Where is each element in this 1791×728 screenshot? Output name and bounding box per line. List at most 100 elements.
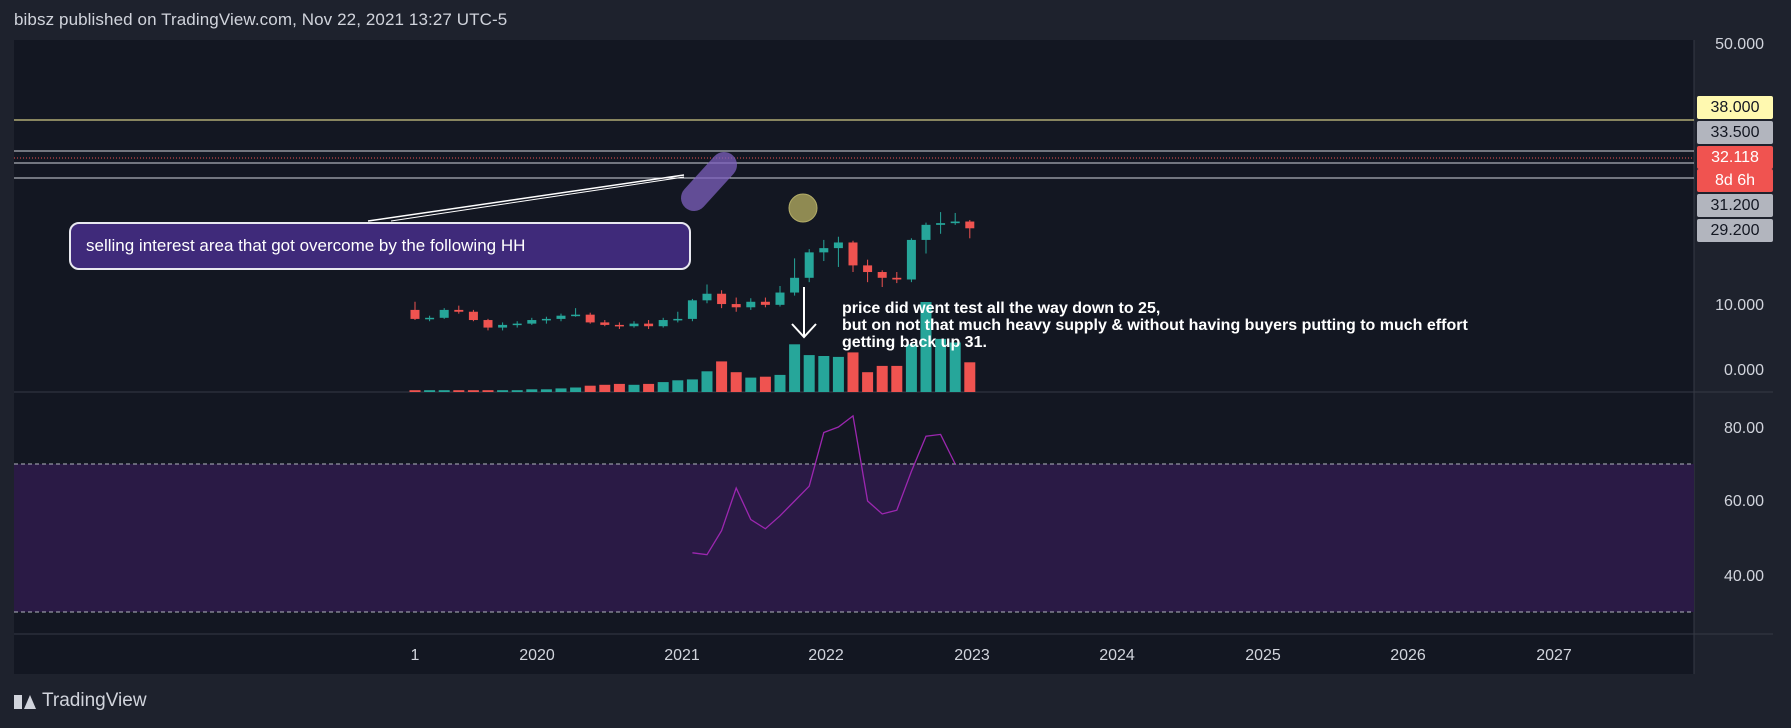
volume-bar bbox=[803, 355, 815, 392]
candle-body bbox=[556, 315, 566, 319]
candle-body bbox=[629, 323, 639, 327]
axes: 1 2020 2021 2022 2023 2024 2025 2026 2027 50.000 1… bbox=[411, 36, 1765, 664]
trend-line bbox=[367, 174, 685, 222]
candle-body bbox=[965, 221, 975, 229]
x-axis-tick-label: 2027 bbox=[1536, 647, 1572, 664]
note-line: price did went test all the way down to … bbox=[842, 300, 1161, 317]
candles bbox=[410, 212, 975, 331]
candle-body bbox=[571, 314, 581, 317]
candle-body bbox=[541, 318, 551, 321]
volume-bars bbox=[409, 302, 976, 392]
volume-bar bbox=[701, 371, 713, 392]
x-axis-tick-label: 2022 bbox=[808, 647, 844, 664]
price-tag-level: 29.200 bbox=[1697, 219, 1773, 242]
highlight-brush bbox=[681, 152, 737, 211]
price-note[interactable]: price did went test all the way down to … bbox=[842, 300, 1602, 351]
volume-bar bbox=[774, 374, 786, 392]
volume-bar bbox=[570, 387, 582, 392]
volume-bar bbox=[482, 390, 494, 392]
volume-bar bbox=[818, 356, 830, 392]
candle-body bbox=[425, 317, 435, 320]
volume-bar bbox=[862, 372, 874, 392]
volume-bar bbox=[584, 385, 596, 392]
volume-bar bbox=[657, 382, 669, 392]
candle-body bbox=[410, 309, 420, 319]
x-axis-tick-label: 2020 bbox=[519, 647, 555, 664]
volume-bar bbox=[964, 362, 976, 392]
trend-line bbox=[390, 176, 685, 222]
volume-bar bbox=[599, 384, 611, 392]
volume-bar bbox=[511, 390, 523, 392]
volume-bar bbox=[643, 383, 655, 392]
volume-bar bbox=[438, 390, 450, 392]
tradingview-logo[interactable]: TradingView bbox=[14, 690, 147, 712]
volume-bar bbox=[453, 390, 465, 392]
candle-body bbox=[483, 320, 493, 328]
price-axis-tick-label: 50.000 bbox=[1715, 36, 1764, 53]
x-axis-tick-label: 2025 bbox=[1245, 647, 1281, 664]
volume-bar bbox=[905, 344, 917, 392]
volume-bar bbox=[759, 376, 771, 392]
candle-body bbox=[687, 300, 697, 319]
bar-countdown-tag: 8d 6h bbox=[1697, 169, 1773, 192]
price-tag-level: 33.500 bbox=[1697, 121, 1773, 144]
candle-body bbox=[468, 311, 478, 321]
note-line: getting back up 31. bbox=[842, 334, 987, 351]
candle-body bbox=[848, 242, 858, 266]
volume-bar bbox=[832, 356, 844, 392]
price-tag-level: 38.000 bbox=[1697, 96, 1773, 119]
candle-body bbox=[863, 265, 873, 273]
candle-body bbox=[498, 324, 508, 328]
horizontal-levels bbox=[14, 119, 1694, 179]
volume-bar bbox=[672, 380, 684, 392]
candle-body bbox=[760, 301, 770, 305]
candle-body bbox=[819, 248, 829, 253]
drawings bbox=[367, 152, 818, 339]
volume-bar bbox=[745, 377, 757, 392]
candle-body bbox=[614, 324, 624, 327]
candle-body bbox=[936, 223, 946, 225]
tradingview-logo-icon bbox=[14, 693, 36, 709]
candle-body bbox=[717, 293, 727, 305]
volume-bar bbox=[555, 388, 567, 392]
volume-bar bbox=[716, 361, 728, 392]
volume-bar bbox=[467, 390, 479, 392]
volume-bar bbox=[497, 390, 509, 392]
candle-body bbox=[790, 277, 800, 293]
last-price-tag: 32.118 bbox=[1697, 146, 1773, 169]
x-axis-tick-label: 2024 bbox=[1099, 647, 1135, 664]
price-tag-level: 31.200 bbox=[1697, 194, 1773, 217]
rsi-band bbox=[14, 463, 1694, 613]
volume-bar bbox=[730, 372, 742, 392]
down-arrow-head bbox=[791, 323, 817, 339]
volume-bar bbox=[613, 383, 625, 392]
candle-body bbox=[775, 292, 785, 305]
rsi-axis-tick-label: 60.00 bbox=[1724, 493, 1764, 510]
volume-bar bbox=[424, 390, 436, 392]
volume-bar bbox=[847, 352, 859, 392]
candle-body bbox=[833, 242, 843, 249]
volume-bar bbox=[628, 384, 640, 392]
candle-body bbox=[512, 323, 522, 326]
x-axis-tick-label: 2021 bbox=[664, 647, 700, 664]
volume-bar bbox=[949, 342, 961, 392]
candle-body bbox=[731, 304, 741, 308]
volume-bar bbox=[409, 390, 421, 392]
candle-body bbox=[600, 322, 610, 325]
rsi-series-line bbox=[692, 414, 956, 556]
candle-body bbox=[921, 224, 931, 240]
volume-bar bbox=[526, 389, 538, 392]
rsi-axis-tick-label: 80.00 bbox=[1724, 420, 1764, 437]
candle-body bbox=[454, 309, 464, 312]
volume-bar bbox=[540, 389, 552, 392]
callout-annotation[interactable]: selling interest area that got overcome … bbox=[69, 222, 691, 270]
candle-body bbox=[673, 318, 683, 321]
candle-body bbox=[702, 293, 712, 301]
test-point-circle bbox=[788, 193, 818, 223]
rsi-overbought-oversold-band bbox=[14, 464, 1694, 612]
price-axis-tick-label: 10.000 bbox=[1715, 297, 1764, 314]
volume-bar bbox=[789, 344, 801, 392]
candle-body bbox=[804, 252, 814, 278]
volume-bar bbox=[920, 302, 932, 392]
